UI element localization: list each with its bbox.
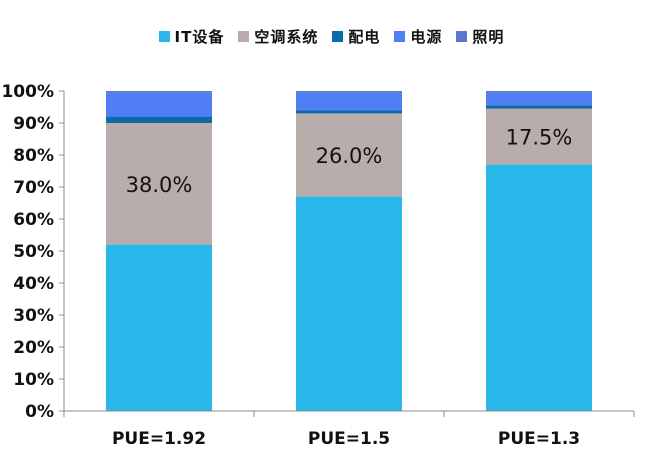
bar-segment <box>106 244 212 411</box>
bar-segment <box>486 92 592 106</box>
legend-item-distribution: 配电 <box>332 26 380 47</box>
legend-swatch-cooling <box>238 31 250 42</box>
legend-label-distribution: 配电 <box>348 28 381 46</box>
bar-segment <box>486 164 592 411</box>
bar-segment <box>486 91 592 93</box>
x-category-label: PUE=1.5 <box>308 429 390 449</box>
y-tick-label: 70% <box>13 178 54 198</box>
y-tick-label: 80% <box>13 146 54 166</box>
y-tick-label: 0% <box>25 402 54 422</box>
bar-segment <box>296 92 402 111</box>
bar-segment <box>106 92 212 117</box>
y-tick-label: 30% <box>13 306 54 326</box>
legend-label-power: 电源 <box>410 28 443 46</box>
bar-segment <box>296 110 402 114</box>
y-tick-label: 90% <box>13 114 54 134</box>
x-category-label: PUE=1.3 <box>498 429 580 449</box>
data-label: 26.0% <box>316 144 383 168</box>
legend-swatch-distribution <box>332 31 344 42</box>
legend-swatch-it <box>158 31 170 42</box>
x-category-label: PUE=1.92 <box>112 429 206 449</box>
bars: 38.0% 26.0% 17.5% <box>106 91 592 411</box>
legend: IT设备 空调系统 配电 电源 照明 <box>0 26 663 47</box>
legend-label-cooling: 空调系统 <box>254 28 319 46</box>
bar-segment <box>296 91 402 93</box>
y-tick-label: 40% <box>13 274 54 294</box>
bar-segment <box>106 91 212 93</box>
bar-segment <box>486 105 592 109</box>
y-tick-label: 20% <box>13 338 54 358</box>
legend-item-lighting: 照明 <box>456 26 504 47</box>
bar-segment <box>296 113 402 197</box>
legend-item-power: 电源 <box>394 26 442 47</box>
y-tick-label: 60% <box>13 210 54 230</box>
legend-swatch-lighting <box>456 31 468 42</box>
y-axis: 0% 10% 20% 30% 40% 50% 60% 70% 80% 90% 100% <box>1 82 65 422</box>
bar-segment <box>486 108 592 165</box>
data-label: 17.5% <box>506 126 573 150</box>
legend-item-it: IT设备 <box>158 26 225 47</box>
legend-label-lighting: 照明 <box>472 28 505 46</box>
x-axis: PUE=1.92 PUE=1.5 PUE=1.3 <box>63 410 635 449</box>
y-tick-label: 50% <box>13 242 54 262</box>
bar-segment <box>106 123 212 245</box>
y-tick-label: 10% <box>13 370 54 390</box>
bar-segment <box>106 116 212 123</box>
y-tick-label: 100% <box>1 82 54 102</box>
legend-item-cooling: 空调系统 <box>238 26 318 47</box>
legend-swatch-power <box>394 31 406 42</box>
data-label: 38.0% <box>126 173 193 197</box>
legend-label-it: IT设备 <box>174 28 225 46</box>
bar-segment <box>296 196 402 411</box>
